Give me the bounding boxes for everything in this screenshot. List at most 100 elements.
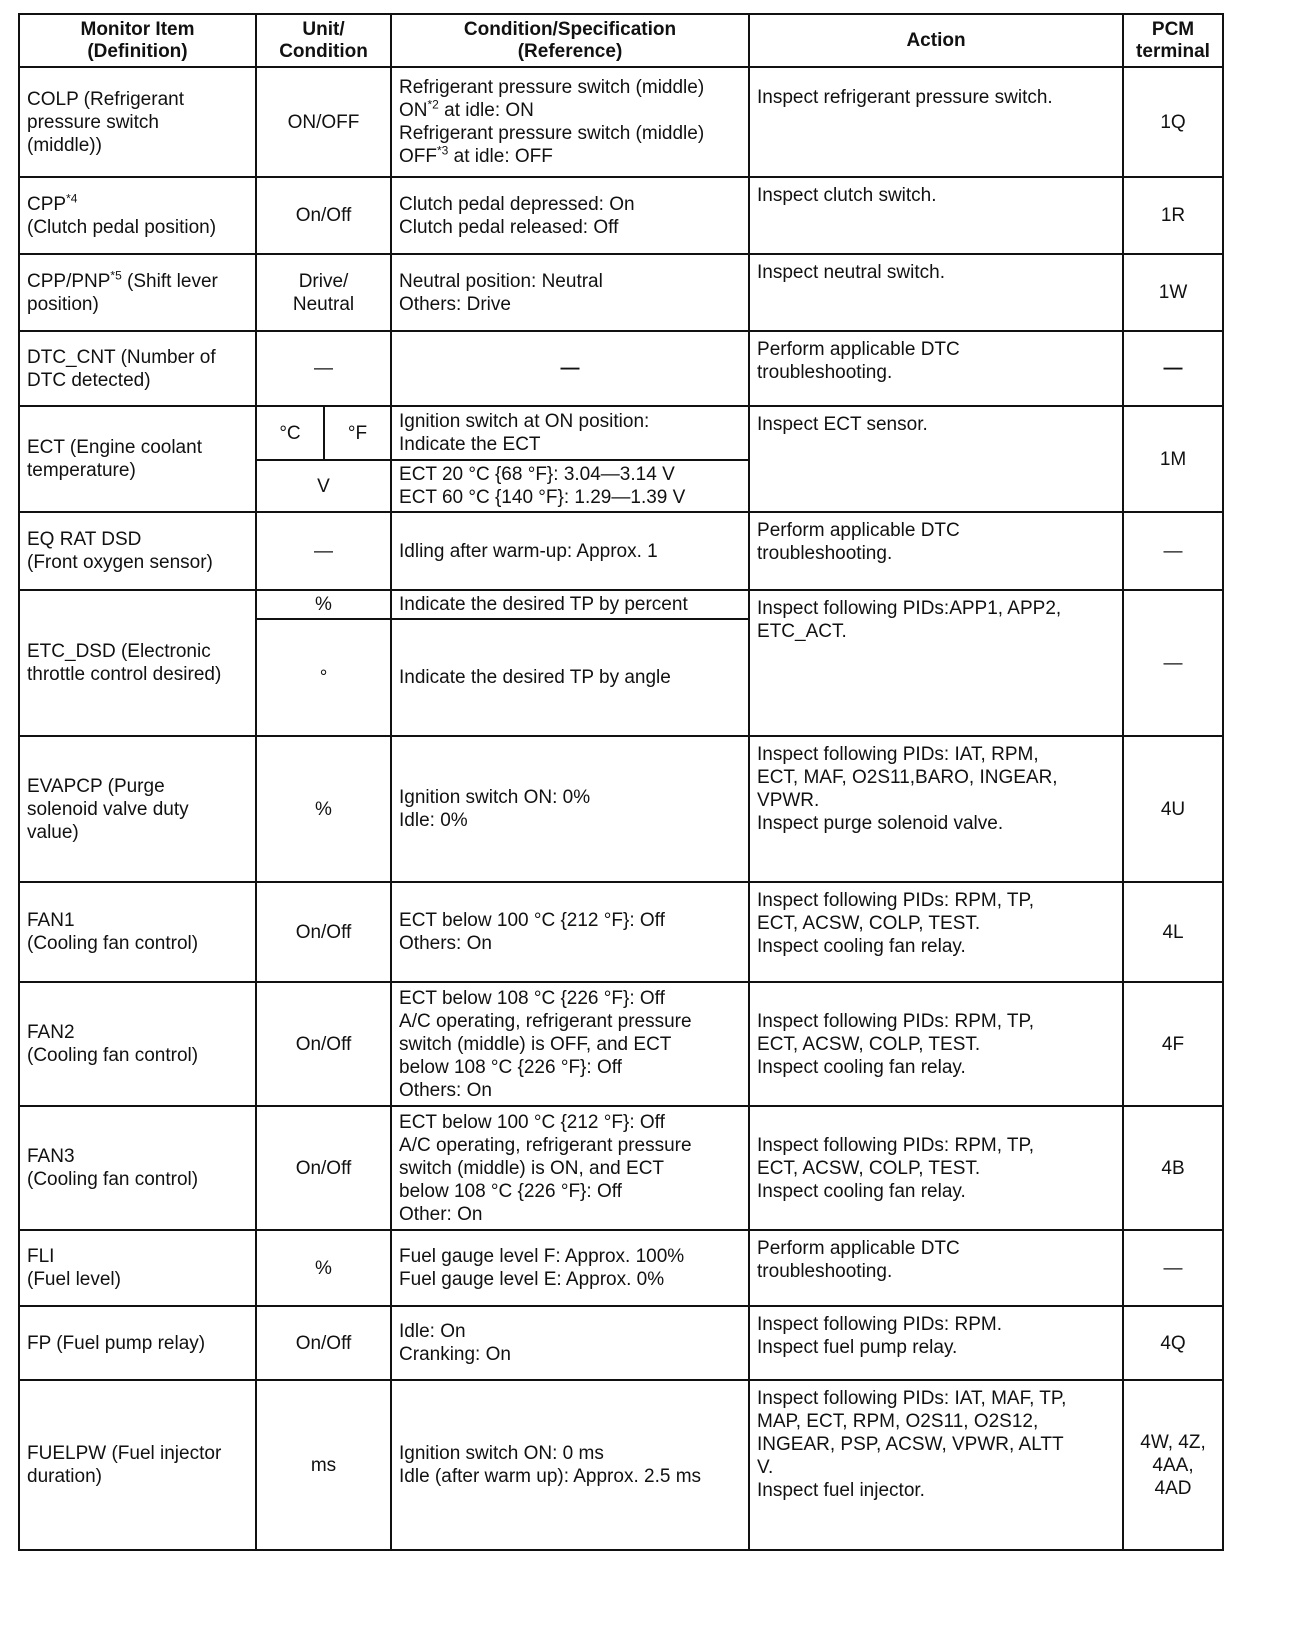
unit-degree: ° [254, 618, 393, 737]
monitor-item: FAN1 (Cooling fan control) [18, 881, 257, 983]
table-row: FLI (Fuel level) % Fuel gauge level F: A… [18, 1229, 1225, 1307]
item-text: (Clutch pedal position) [27, 216, 217, 238]
pcm-terminal: 4Q [1122, 1305, 1225, 1381]
table-row: EVAPCP (Purge solenoid valve duty value)… [18, 735, 1225, 883]
condition: — [390, 330, 751, 407]
condition: Indicate the desired TP by percent [390, 589, 751, 620]
condition: Idling after warm-up: Approx. 1 [390, 511, 751, 591]
condition: ECT below 100 °C {212 °F}: Off A/C opera… [390, 1105, 751, 1231]
pcm-terminal: 4W, 4Z, 4AA, 4AD [1122, 1379, 1225, 1551]
monitor-item: ETC_DSD (Electronic throttle control des… [18, 589, 257, 737]
monitor-item: FLI (Fuel level) [18, 1229, 257, 1307]
pcm-terminal: — [1122, 1229, 1225, 1307]
table-row: DTC_CNT (Number of DTC detected) — — Per… [18, 330, 1225, 407]
condition-angle: Indicate the desired TP by angle [390, 618, 751, 737]
table-row: COLP (Refrigerant pressure switch (middl… [18, 66, 1225, 178]
unit: ms [254, 1379, 393, 1551]
footnote-mark: *4 [66, 191, 78, 206]
pcm-terminal: 4U [1122, 735, 1225, 883]
table-row: CPP*4 (Clutch pedal position) On/Off Clu… [18, 176, 1225, 255]
table-row: FAN3 (Cooling fan control) On/Off ECT be… [18, 1105, 1225, 1231]
monitor-item: FP (Fuel pump relay) [18, 1305, 257, 1381]
table-row: FAN2 (Cooling fan control) On/Off ECT be… [18, 981, 1225, 1107]
action: Inspect following PIDs: RPM, TP, ECT, AC… [748, 1105, 1125, 1231]
unit: % [254, 735, 393, 883]
condition-text: at idle: ON Refrigerant pressure switch … [399, 100, 705, 167]
action: Perform applicable DTC troubleshooting. [748, 1229, 1125, 1307]
monitor-item: CPP/PNP*5 (Shift lever position) [18, 253, 257, 332]
pcm-terminal: 1M [1122, 405, 1225, 513]
action: Inspect following PIDs: RPM, TP, ECT, AC… [748, 981, 1125, 1107]
unit: — [254, 330, 393, 407]
unit: On/Off [254, 176, 393, 255]
pcm-terminal: — [1122, 330, 1225, 407]
table-row: ECT (Engine coolant temperature) °C °F I… [18, 405, 1225, 513]
header-condition: Condition/Specification (Reference) [390, 13, 751, 68]
action: Inspect ECT sensor. [748, 405, 1125, 513]
monitor-item: EQ RAT DSD (Front oxygen sensor) [18, 511, 257, 591]
item-text: (Shift lever position) [27, 270, 218, 315]
pcm-terminal: — [1122, 589, 1225, 737]
action: Inspect following PIDs: RPM, TP, ECT, AC… [748, 881, 1125, 983]
table-subrow: ° Indicate the desired TP by angle [19, 618, 1223, 737]
header-unit: Unit/ Condition [254, 13, 393, 68]
condition-text: Refrigerant pressure switch (middle) ON [399, 77, 705, 121]
action: Perform applicable DTC troubleshooting. [748, 511, 1125, 591]
action: Inspect clutch switch. [748, 176, 1125, 255]
action: Inspect following PIDs:APP1, APP2, ETC_A… [748, 589, 1125, 737]
table-subrow: V ECT 20 °C {68 °F}: 3.04—3.14 V ECT 60 … [19, 459, 1223, 513]
condition: Ignition switch ON: 0 ms Idle (after war… [390, 1379, 751, 1551]
monitor-item: ECT (Engine coolant temperature) [18, 405, 257, 513]
unit-celsius: °C [255, 405, 325, 461]
monitor-item: FUELPW (Fuel injector duration) [18, 1379, 257, 1551]
monitor-item: FAN2 (Cooling fan control) [18, 981, 257, 1107]
table-row: FP (Fuel pump relay) On/Off Idle: On Cra… [18, 1305, 1225, 1381]
monitor-item: EVAPCP (Purge solenoid valve duty value) [18, 735, 257, 883]
unit: On/Off [254, 1305, 393, 1381]
header-action: Action [748, 13, 1125, 68]
unit-volts: V [254, 459, 393, 513]
item-text: CPP/PNP [27, 270, 111, 292]
condition: Ignition switch ON: 0% Idle: 0% [390, 735, 751, 883]
unit: ON/OFF [254, 66, 393, 178]
pcm-terminal: 1R [1122, 176, 1225, 255]
condition: ECT below 108 °C {226 °F}: Off A/C opera… [390, 981, 751, 1107]
footnote-mark: *2 [427, 97, 439, 112]
condition: Neutral position: Neutral Others: Drive [390, 253, 751, 332]
condition: Ignition switch at ON position: Indicate… [390, 405, 751, 461]
unit: On/Off [254, 981, 393, 1107]
header-pcm-terminal: PCM terminal [1122, 13, 1225, 68]
table-row: FUELPW (Fuel injector duration) ms Ignit… [18, 1379, 1225, 1551]
header-monitor-item: Monitor Item (Definition) [18, 13, 257, 68]
unit-percent: % [254, 589, 393, 620]
condition-text: at idle: OFF [448, 146, 553, 167]
pcm-terminal: 1W [1122, 253, 1225, 332]
monitor-item: FAN3 (Cooling fan control) [18, 1105, 257, 1231]
condition: ECT below 100 °C {212 °F}: Off Others: O… [390, 881, 751, 983]
condition-volts: ECT 20 °C {68 °F}: 3.04—3.14 V ECT 60 °C… [390, 459, 751, 513]
table-row: FAN1 (Cooling fan control) On/Off ECT be… [18, 881, 1225, 983]
monitor-item-table: Monitor Item (Definition) Unit/ Conditio… [18, 13, 1225, 1551]
monitor-item: DTC_CNT (Number of DTC detected) [18, 330, 257, 407]
action: Inspect refrigerant pressure switch. [748, 66, 1125, 178]
pcm-terminal: — [1122, 511, 1225, 591]
table-row: CPP/PNP*5 (Shift lever position) Drive/ … [18, 253, 1225, 332]
pcm-terminal: 4L [1122, 881, 1225, 983]
monitor-item: CPP*4 (Clutch pedal position) [18, 176, 257, 255]
condition: Fuel gauge level F: Approx. 100% Fuel ga… [390, 1229, 751, 1307]
condition: Refrigerant pressure switch (middle) ON*… [390, 66, 751, 178]
footnote-mark: *5 [110, 268, 122, 283]
table-row: ETC_DSD (Electronic throttle control des… [18, 589, 1225, 737]
unit: Drive/ Neutral [254, 253, 393, 332]
pcm-terminal: 4B [1122, 1105, 1225, 1231]
item-text: CPP [27, 193, 67, 215]
table-row: EQ RAT DSD (Front oxygen sensor) — Idlin… [18, 511, 1225, 591]
unit: — [254, 511, 393, 591]
condition: Idle: On Cranking: On [390, 1305, 751, 1381]
unit: On/Off [254, 1105, 393, 1231]
pcm-terminal: 1Q [1122, 66, 1225, 178]
condition: Clutch pedal depressed: On Clutch pedal … [390, 176, 751, 255]
footnote-mark: *3 [437, 143, 449, 158]
pcm-terminal: 4F [1122, 981, 1225, 1107]
action: Inspect neutral switch. [748, 253, 1125, 332]
